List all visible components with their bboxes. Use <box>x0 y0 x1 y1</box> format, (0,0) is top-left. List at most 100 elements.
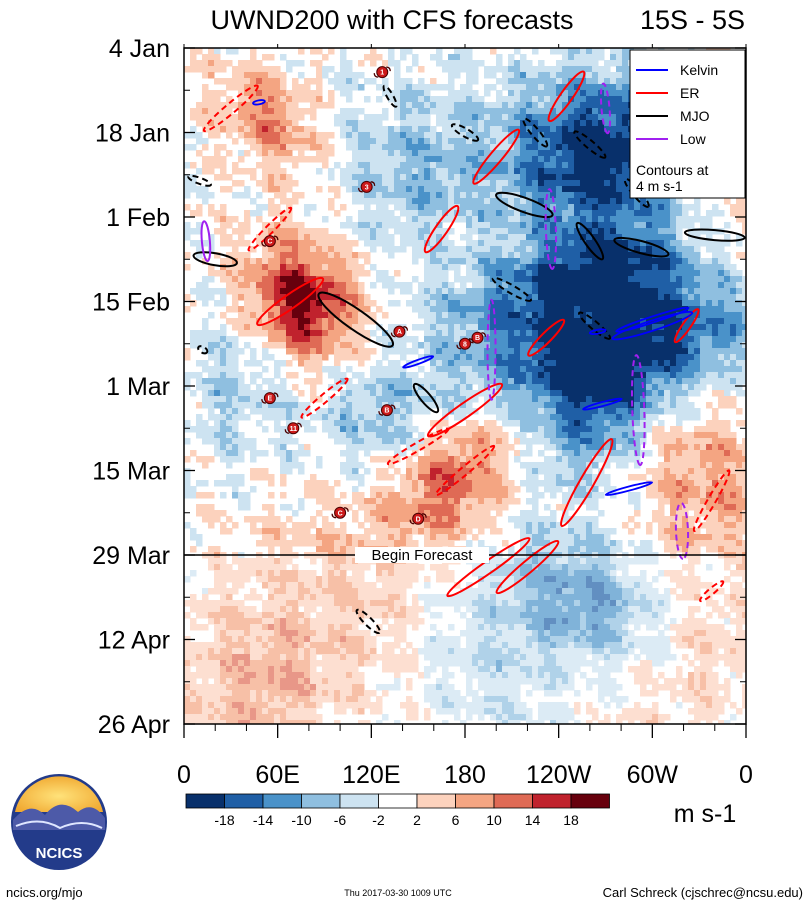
field-cell <box>412 396 419 403</box>
field-cell <box>388 300 395 307</box>
field-cell <box>328 342 335 349</box>
field-cell <box>676 216 683 223</box>
field-cell <box>274 84 281 91</box>
field-cell <box>496 66 503 73</box>
field-cell <box>682 258 689 265</box>
field-cell <box>490 126 497 133</box>
field-cell <box>190 288 197 295</box>
field-cell <box>244 306 251 313</box>
field-cell <box>706 342 713 349</box>
field-cell <box>538 168 545 175</box>
field-cell <box>358 138 365 145</box>
field-cell <box>298 72 305 79</box>
field-cell <box>664 264 671 271</box>
field-cell <box>478 324 485 331</box>
field-cell <box>400 228 407 235</box>
field-cell <box>484 390 491 397</box>
field-cell <box>634 234 641 241</box>
field-cell <box>238 66 245 73</box>
field-cell <box>316 354 323 361</box>
field-cell <box>646 204 653 211</box>
field-cell <box>274 360 281 367</box>
field-cell <box>694 360 701 367</box>
field-cell <box>214 132 221 139</box>
field-cell <box>406 240 413 247</box>
field-cell <box>676 204 683 211</box>
field-cell <box>334 300 341 307</box>
field-cell <box>478 348 485 355</box>
field-cell <box>406 168 413 175</box>
field-cell <box>736 204 743 211</box>
field-cell <box>244 108 251 115</box>
field-cell <box>706 294 713 301</box>
field-cell <box>580 306 587 313</box>
field-cell <box>592 186 599 193</box>
field-cell <box>526 174 533 181</box>
field-cell <box>616 360 623 367</box>
field-cell <box>718 360 725 367</box>
field-cell <box>232 84 239 91</box>
field-cell <box>430 168 437 175</box>
field-cell <box>742 318 746 325</box>
field-cell <box>238 150 245 157</box>
field-cell <box>634 288 641 295</box>
field-cell <box>220 90 227 97</box>
field-cell <box>562 66 569 73</box>
field-cell <box>520 204 527 211</box>
field-cell <box>526 204 533 211</box>
field-cell <box>490 294 497 301</box>
field-cell <box>352 132 359 139</box>
field-cell <box>616 204 623 211</box>
field-cell <box>382 396 389 403</box>
field-cell <box>724 270 731 277</box>
field-cell <box>574 318 581 325</box>
field-cell <box>532 228 539 235</box>
field-cell <box>184 294 191 301</box>
field-cell <box>634 360 641 367</box>
field-cell <box>316 84 323 91</box>
field-cell <box>664 366 671 373</box>
field-cell <box>406 114 413 121</box>
field-cell <box>436 294 443 301</box>
field-cell <box>526 78 533 85</box>
field-cell <box>424 96 431 103</box>
field-cell <box>514 186 521 193</box>
field-cell <box>304 354 311 361</box>
field-cell <box>520 108 527 115</box>
field-cell <box>190 132 197 139</box>
field-cell <box>238 288 245 295</box>
field-cell <box>592 162 599 169</box>
field-cell <box>610 390 617 397</box>
field-cell <box>550 270 557 277</box>
field-cell <box>586 336 593 343</box>
field-cell <box>298 312 305 319</box>
field-cell <box>226 150 233 157</box>
field-cell <box>460 54 467 61</box>
field-cell <box>574 108 581 115</box>
field-cell <box>370 48 377 55</box>
field-cell <box>400 48 407 55</box>
field-cell <box>238 108 245 115</box>
field-cell <box>280 282 287 289</box>
field-cell <box>484 396 491 403</box>
field-cell <box>670 282 677 289</box>
field-cell <box>448 228 455 235</box>
field-cell <box>382 432 389 439</box>
field-cell <box>292 228 299 235</box>
field-cell <box>238 396 245 403</box>
field-cell <box>370 384 377 391</box>
field-cell <box>556 60 563 67</box>
field-cell <box>478 150 485 157</box>
field-cell <box>454 198 461 205</box>
field-cell <box>184 420 191 427</box>
field-cell <box>556 72 563 79</box>
field-cell <box>352 228 359 235</box>
field-cell <box>472 354 479 361</box>
field-cell <box>460 198 467 205</box>
field-cell <box>502 312 509 319</box>
field-cell <box>328 270 335 277</box>
field-cell <box>376 114 383 121</box>
field-cell <box>694 342 701 349</box>
field-cell <box>208 264 215 271</box>
field-cell <box>544 390 551 397</box>
